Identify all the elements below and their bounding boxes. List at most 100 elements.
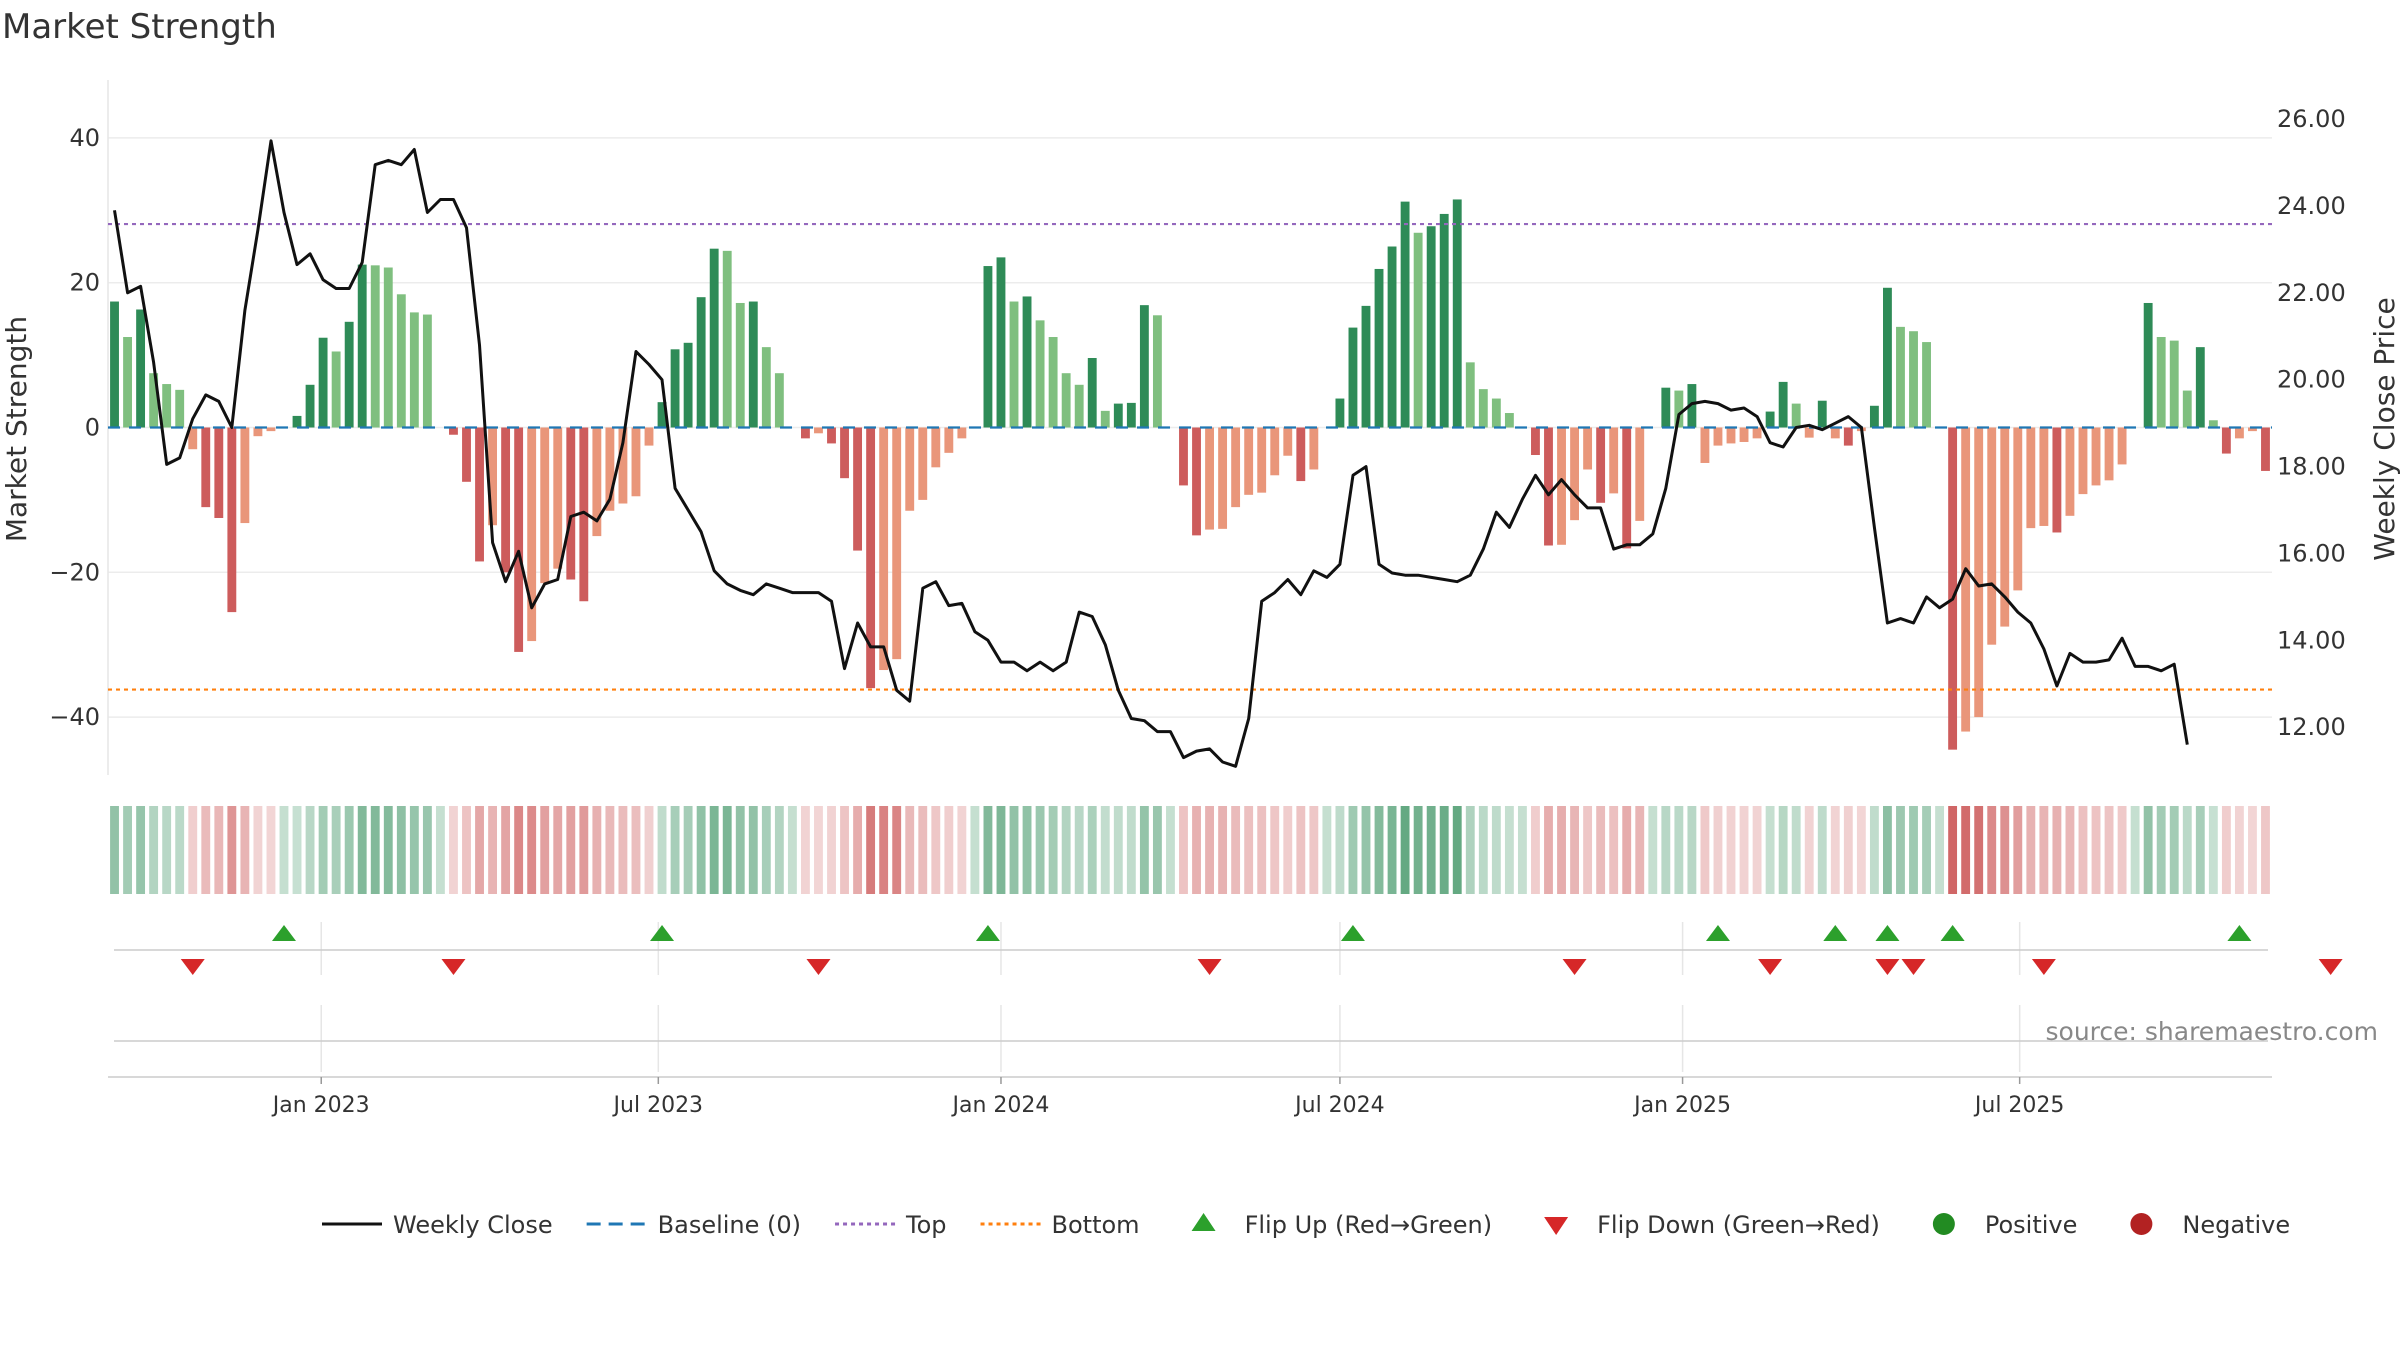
strip-cell (396, 806, 406, 894)
y-tick-right: 18.00 (2277, 453, 2346, 481)
strip-cell (1100, 806, 1110, 894)
strength-bar (2000, 427, 2010, 627)
strength-bar (1361, 305, 1371, 428)
strength-bar (1987, 427, 1997, 645)
strip-cell (2156, 806, 2166, 894)
axes: 40 20 0 −20 −40 26.00 24.00 22.00 20.00 18.00 16.0… (49, 105, 2345, 741)
strength-bar (1635, 427, 1645, 521)
strength-bar (123, 337, 132, 428)
strip-cell (1504, 806, 1514, 894)
strength-bar (2248, 427, 2257, 432)
strength-bar (344, 321, 354, 428)
strip-cell (1309, 806, 1319, 894)
strip-cell (592, 806, 602, 894)
strip-cell (1896, 806, 1905, 894)
strength-bar (1531, 427, 1540, 456)
strip-cell (996, 806, 1006, 894)
strip-cell (383, 806, 393, 894)
strength-bar (1465, 362, 1475, 428)
strip-cell (905, 806, 915, 894)
strip-cell (1856, 806, 1866, 894)
strength-bar (696, 297, 706, 428)
reference-lines (108, 222, 2272, 691)
strength-bar (1100, 410, 1110, 428)
strength-bar (1948, 427, 1958, 750)
strip-cell (1596, 806, 1606, 894)
strip-cell (449, 806, 458, 894)
flip-markers-panel (108, 922, 2343, 1078)
strength-bar (357, 264, 367, 428)
strength-bar (1152, 315, 1162, 428)
strength-bar (553, 427, 563, 569)
strength-bar (1257, 427, 1267, 493)
strip-cell (970, 806, 980, 894)
strip-cell (1113, 806, 1123, 894)
flip-down-marker (441, 959, 466, 975)
x-tick-label: Jul 2024 (1293, 1093, 1385, 1118)
strip-cell (1205, 806, 1214, 894)
strip-cell (2052, 806, 2062, 894)
strength-bar (1843, 427, 1853, 446)
strip-cell (1713, 806, 1723, 894)
legend-item-baseline: Baseline (0) (586, 1211, 801, 1239)
strip-cell (2261, 806, 2270, 894)
strength-bar (631, 427, 641, 497)
strip-cell (475, 806, 484, 894)
legend-item-bottom: Bottom (980, 1211, 1140, 1239)
date-axis: Jan 2023 Jul 2023 Jan 2024 Jul 2024 Jan 2025… (271, 1077, 2065, 1118)
strip-cell (357, 806, 367, 894)
strip-cell (1674, 806, 1684, 894)
strength-bar (1126, 402, 1136, 428)
strength-bar (605, 427, 615, 511)
strength-bar (1752, 427, 1762, 439)
strength-bar (1478, 389, 1488, 428)
strength-bar (761, 347, 771, 428)
flip-down-marker (2031, 959, 2056, 975)
legend-item-weekly-close: Weekly Close (322, 1211, 553, 1239)
flip-up-marker (650, 925, 675, 941)
strip-cell (1726, 806, 1736, 894)
strength-bar (1674, 390, 1684, 428)
flip-down-marker (1875, 959, 1900, 975)
legend-label: Baseline (0) (658, 1211, 801, 1239)
strength-bar (1739, 427, 1749, 442)
strength-bar (1869, 405, 1879, 428)
strip-cell (566, 806, 576, 894)
strip-cell (1635, 806, 1645, 894)
strength-bar (748, 301, 758, 428)
flip-up-marker (1823, 925, 1848, 941)
chart-title: Market Strength (2, 7, 277, 47)
strength-bar (475, 427, 484, 562)
strength-bar (644, 427, 654, 446)
strength-bar (892, 427, 902, 660)
strip-cell (2169, 806, 2179, 894)
x-tick-label: Jan 2025 (1632, 1093, 1731, 1118)
strength-bar (722, 250, 732, 428)
strip-cell (1361, 806, 1371, 894)
strength-bar (1192, 427, 1201, 536)
strip-cell (631, 806, 641, 894)
strength-bar (670, 349, 680, 428)
strength-bar (1974, 427, 1984, 718)
strength-bar (853, 427, 863, 551)
y-axis-label-left: Market Strength (0, 316, 33, 542)
strip-cell (1152, 806, 1162, 894)
strength-bar (2261, 427, 2270, 471)
strength-bar (579, 427, 589, 602)
strength-bar (1113, 403, 1123, 428)
strength-bar (201, 427, 211, 508)
strip-cell (1335, 806, 1345, 894)
strength-bar (774, 373, 784, 428)
strip-cell (1413, 806, 1423, 894)
y-tick-right: 16.00 (2277, 539, 2346, 567)
strength-bar (188, 427, 198, 450)
strength-bar (540, 427, 550, 584)
flip-up-marker (1340, 925, 1365, 941)
strength-bar (1687, 384, 1697, 428)
strength-bar (1061, 373, 1071, 428)
strip-cell (1557, 806, 1566, 894)
x-tick-label: Jul 2025 (1973, 1093, 2065, 1118)
strength-bar (2221, 427, 2231, 454)
strip-cell (1648, 806, 1658, 894)
legend-label: Flip Down (Green→Red) (1597, 1211, 1880, 1239)
